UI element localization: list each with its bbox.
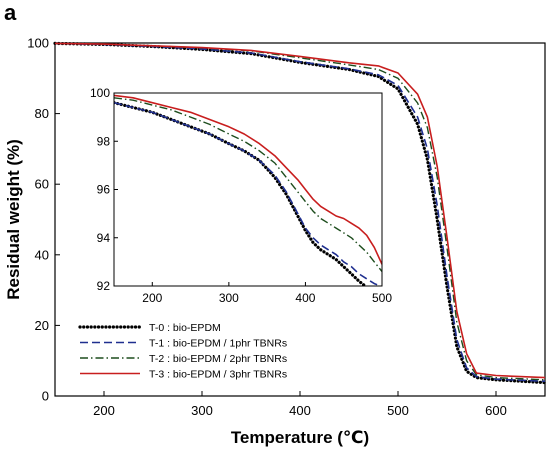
- main-series-line-t0: [53, 41, 547, 385]
- inset-background: [114, 93, 382, 286]
- inset-axis-ticks: 200 300 400 500 92 94 96 98 100: [90, 86, 392, 305]
- legend-label-t3: T-3 : bio-EPDM / 3phr TBNRs: [149, 369, 287, 381]
- x-tick-label: 200: [93, 403, 115, 418]
- y-axis-title: Residual weight (%): [4, 139, 23, 300]
- x-tick-label: 300: [191, 403, 213, 418]
- y-tick-label: 100: [27, 36, 49, 51]
- x-tick-label: 400: [289, 403, 311, 418]
- legend-label-t2: T-2 : bio-EPDM / 2phr TBNRs: [149, 353, 287, 365]
- legend: T-0 : bio-EPDM T-1 : bio-EPDM / 1phr TBNR…: [78, 322, 287, 381]
- main-plot: 200 300 400 500 600 0 20 40 60 80 100: [27, 36, 547, 419]
- main-series-group: [53, 41, 547, 385]
- y-tick-label: 20: [35, 318, 49, 333]
- inset-series-line-t3: [114, 94, 382, 265]
- main-series-line-t3: [54, 42, 546, 379]
- main-axis-ticks: 200 300 400 500 600 0 20 40 60 80 100: [27, 36, 507, 419]
- inset-y-tick-label: 96: [97, 183, 111, 197]
- y-tick-label: 60: [35, 177, 49, 192]
- x-tick-label: 600: [485, 403, 507, 418]
- panel-label: a: [4, 0, 17, 25]
- inset-y-tick-label: 98: [97, 134, 111, 148]
- y-tick-label: 0: [42, 389, 49, 404]
- inset-y-tick-label: 92: [97, 279, 111, 293]
- inset-series-group: [114, 94, 382, 286]
- main-series-line-t1: [54, 42, 546, 382]
- inset-series-line-t1: [114, 101, 381, 286]
- x-tick-label: 500: [387, 403, 409, 418]
- y-tick-label: 80: [35, 106, 49, 121]
- inset-x-tick-label: 400: [295, 291, 315, 305]
- inset-y-tick-label: 100: [90, 86, 110, 100]
- x-axis-title: Temperature (℃): [231, 428, 369, 447]
- inset-x-tick-label: 500: [372, 291, 392, 305]
- inset-x-tick-label: 200: [142, 291, 162, 305]
- main-series-line-t2: [54, 42, 546, 381]
- inset-y-tick-label: 94: [97, 231, 111, 245]
- legend-label-t0: T-0 : bio-EPDM: [149, 322, 221, 334]
- y-tick-label: 40: [35, 247, 49, 262]
- legend-label-t1: T-1 : bio-EPDM / 1phr TBNRs: [149, 338, 287, 350]
- inset-plot: 200 300 400 500 92 94 96 98 100: [90, 86, 392, 305]
- inset-series-line-t2: [114, 97, 382, 272]
- inset-x-tick-label: 300: [219, 291, 239, 305]
